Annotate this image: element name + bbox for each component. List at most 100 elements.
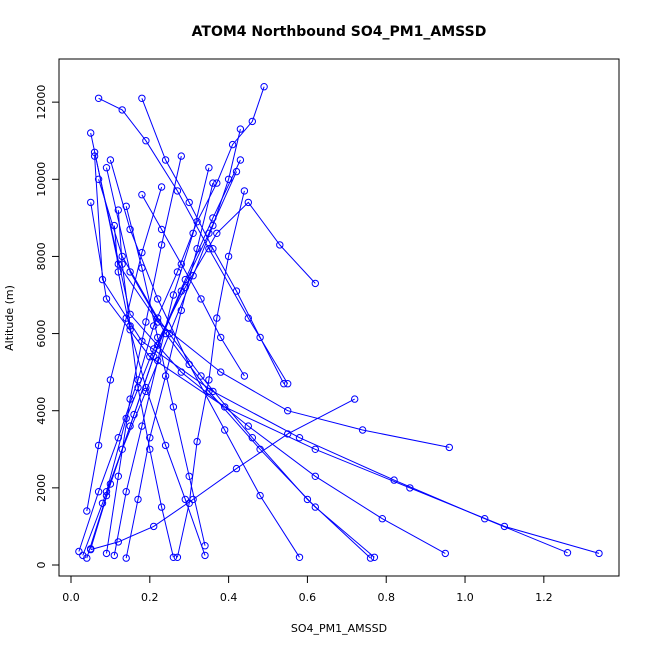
data-point — [481, 515, 489, 523]
data-point — [201, 542, 209, 550]
data-point — [256, 333, 264, 342]
data-point — [130, 410, 138, 419]
data-point — [366, 554, 375, 562]
data-point — [244, 422, 253, 430]
data-point — [378, 515, 386, 523]
data-point — [157, 503, 166, 511]
series-1 — [75, 83, 268, 556]
data-point — [244, 198, 253, 207]
data-point — [173, 553, 182, 561]
data-point — [189, 229, 197, 238]
data-point — [114, 206, 123, 214]
data-point — [169, 291, 178, 299]
data-point — [157, 183, 166, 191]
data-point — [138, 191, 146, 199]
data-point — [213, 179, 221, 187]
data-point — [138, 94, 146, 103]
data-point — [236, 156, 245, 164]
data-point — [209, 245, 217, 253]
data-point — [138, 264, 146, 272]
data-point — [181, 283, 190, 291]
series-17 — [114, 206, 178, 561]
series-line — [141, 194, 245, 377]
series-7 — [90, 148, 449, 558]
data-point — [94, 441, 103, 450]
data-point — [441, 549, 449, 558]
data-point — [161, 156, 170, 164]
series-6 — [90, 152, 572, 557]
data-point — [201, 551, 209, 560]
series-line — [78, 86, 265, 552]
x-tick-label: 0.2 — [141, 591, 159, 604]
data-point — [240, 372, 249, 380]
series-11 — [106, 156, 304, 561]
data-point — [110, 221, 119, 230]
series-line — [113, 167, 210, 556]
data-point — [224, 252, 233, 261]
data-point — [311, 503, 319, 511]
data-point — [138, 248, 146, 257]
data-point — [106, 156, 115, 164]
x-tick-label: 1.2 — [535, 591, 553, 604]
x-axis-label: SO4_PM1_AMSSD — [291, 622, 387, 635]
data-point — [248, 434, 257, 442]
data-point — [118, 106, 126, 114]
data-point — [228, 140, 237, 149]
data-point — [102, 549, 111, 558]
data-point — [295, 553, 304, 561]
data-point — [500, 522, 509, 531]
data-point — [311, 472, 319, 480]
series-line — [109, 159, 300, 558]
data-point — [154, 333, 162, 342]
y-tick-label: 6000 — [35, 320, 48, 348]
data-point — [177, 306, 186, 315]
data-point — [146, 445, 154, 453]
data-point — [94, 94, 103, 103]
data-point — [75, 547, 83, 556]
data-point — [595, 549, 603, 558]
series-20 — [110, 164, 213, 560]
series-line — [86, 186, 163, 512]
data-point — [87, 198, 95, 207]
series-line — [125, 206, 206, 546]
series-line — [98, 97, 289, 384]
data-point — [248, 117, 257, 126]
data-point — [213, 229, 221, 238]
chart-title: ATOM4 Northbound SO4_PM1_AMSSD — [192, 24, 487, 40]
data-point — [154, 314, 162, 322]
data-point — [284, 380, 292, 388]
data-point — [221, 403, 229, 411]
data-point — [217, 368, 225, 376]
data-point — [284, 430, 292, 438]
data-point — [102, 295, 111, 303]
data-point — [370, 553, 379, 561]
data-point — [221, 426, 229, 434]
y-tick-label: 2000 — [35, 474, 48, 502]
data-point — [110, 551, 119, 560]
data-point — [185, 499, 193, 507]
data-point — [232, 464, 241, 473]
x-tick-label: 1.0 — [456, 591, 474, 604]
data-point — [177, 368, 186, 376]
data-point — [185, 360, 193, 369]
data-point — [209, 179, 217, 187]
data-point — [146, 434, 154, 442]
data-point — [142, 383, 150, 392]
data-point — [224, 175, 233, 184]
data-point — [177, 152, 186, 160]
data-point — [122, 554, 130, 562]
data-point — [118, 260, 126, 268]
data-point — [390, 476, 398, 484]
series-line — [94, 156, 568, 554]
data-point — [114, 268, 123, 276]
series-line — [113, 225, 206, 556]
series-15 — [138, 94, 288, 388]
data-point — [445, 443, 453, 452]
series-22 — [83, 183, 166, 515]
data-point — [177, 260, 186, 268]
data-point — [311, 445, 319, 453]
series-13 — [102, 198, 319, 496]
series-line — [106, 201, 316, 492]
data-point — [87, 545, 95, 554]
